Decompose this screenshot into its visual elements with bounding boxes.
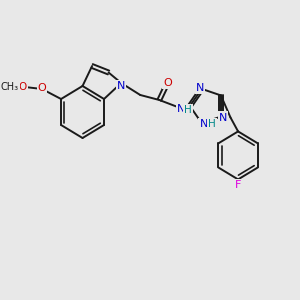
Text: N: N [219,112,227,123]
Text: CH₃: CH₃ [1,82,19,92]
Text: N: N [177,104,185,114]
Text: N: N [117,81,125,91]
Text: O: O [19,82,27,92]
Text: H: H [208,119,216,129]
Text: N: N [196,83,204,93]
Text: H: H [184,105,192,115]
Text: O: O [164,78,172,88]
Text: F: F [235,180,241,190]
Text: N: N [200,119,208,129]
Text: O: O [38,83,46,93]
